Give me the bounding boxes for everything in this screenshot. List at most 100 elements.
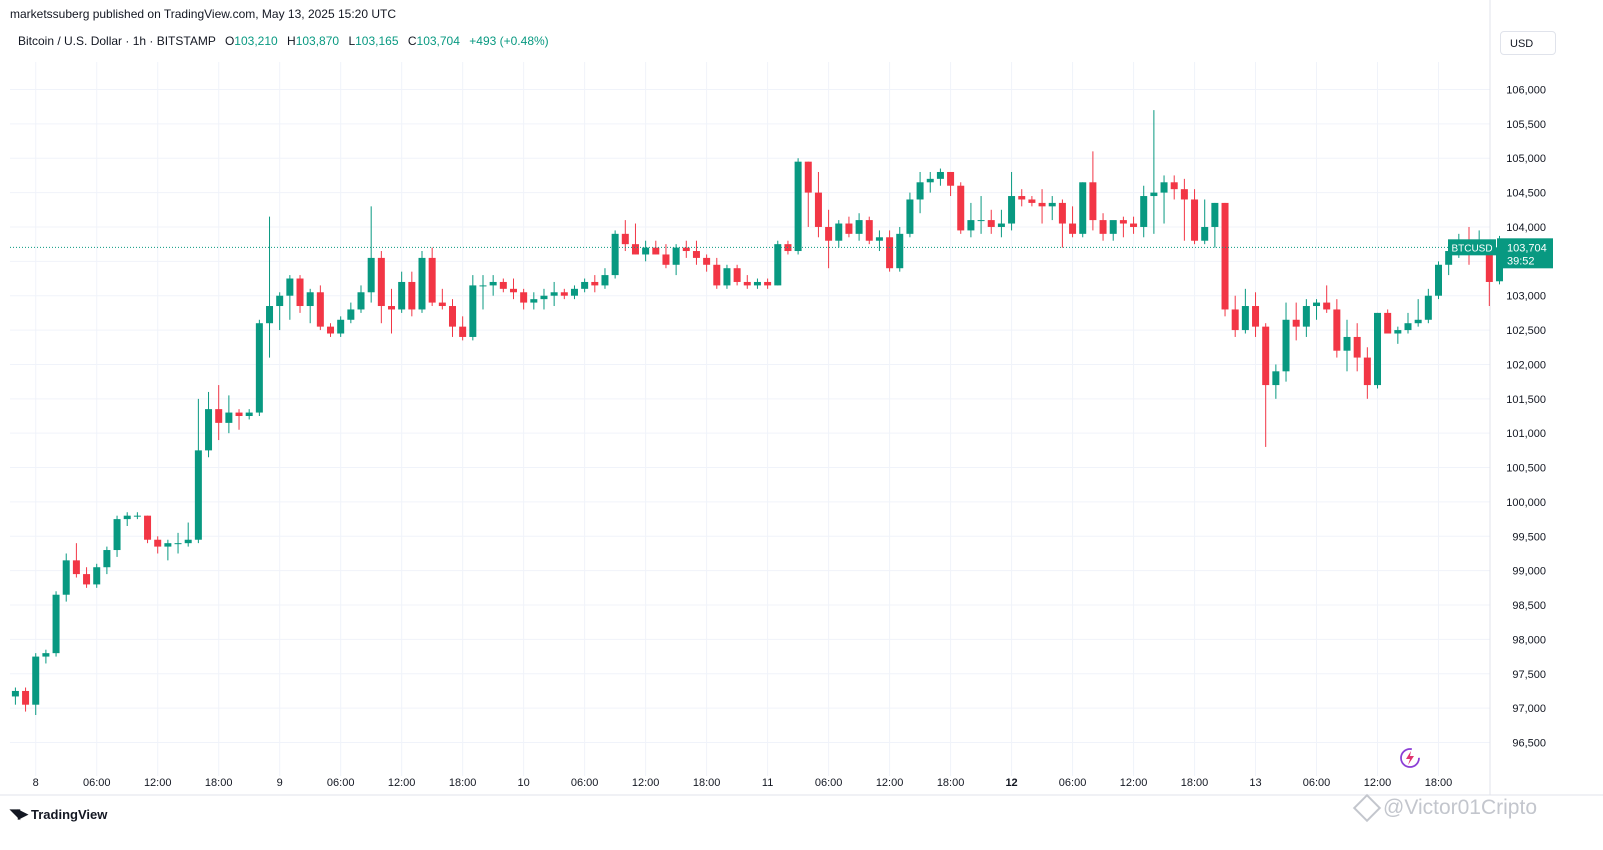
candle-body (886, 237, 894, 269)
candle-body (916, 182, 924, 200)
change-value: +493 (+0.48%) (469, 34, 549, 48)
candle-body (418, 257, 426, 310)
candle-body (72, 560, 80, 575)
y-tick-label: 101,000 (1506, 428, 1546, 440)
x-tick-label: 8 (33, 777, 39, 789)
symbol-title[interactable]: Bitcoin / U.S. Dollar · 1h · BITSTAMP (18, 34, 216, 48)
candle-body (550, 292, 558, 296)
watermark-text: @Victor01Cripto (1383, 796, 1537, 819)
candle-body (1343, 336, 1351, 351)
candle-body (1069, 223, 1077, 234)
candle-body (906, 199, 914, 234)
y-tick-label: 100,500 (1506, 463, 1546, 475)
open-label: O (224, 34, 235, 48)
candle-body (520, 292, 528, 303)
candle-body (1363, 357, 1371, 386)
candle-body (540, 295, 548, 300)
candle-body (1048, 202, 1056, 207)
candle-body (479, 285, 487, 287)
candle-body (215, 409, 223, 423)
candle-body (1424, 295, 1432, 320)
y-tick-label: 99,000 (1512, 566, 1546, 578)
candle-body (144, 515, 152, 540)
candle-body (266, 306, 274, 324)
x-tick-label: 12:00 (1120, 777, 1148, 789)
low-label: L (348, 34, 356, 48)
candle-body (367, 257, 375, 293)
candle-body (957, 185, 965, 231)
x-tick-label: 06:00 (1059, 777, 1087, 789)
candle-body (306, 292, 314, 307)
ticker-tag-text: BTCUSD (1451, 243, 1492, 254)
y-tick-label: 101,500 (1506, 394, 1546, 406)
x-tick-label: 06:00 (327, 777, 355, 789)
y-tick-label: 106,000 (1506, 84, 1546, 96)
candle-body (113, 519, 121, 551)
candle-body (1201, 226, 1209, 241)
candle-body (1302, 306, 1310, 327)
candle-body (357, 292, 365, 310)
candle-body (875, 237, 883, 241)
candle-body (438, 302, 446, 307)
watermark-icon (1352, 793, 1382, 823)
candle-body (1008, 196, 1016, 224)
candle-body (1241, 306, 1249, 331)
candle-body (255, 323, 263, 413)
candle-body (672, 247, 680, 265)
candle-body (1170, 182, 1178, 190)
x-tick-label: 10 (518, 777, 530, 789)
tradingview-logo[interactable]: ◥▶ TradingView (10, 806, 107, 822)
open-value: 103,210 (234, 34, 278, 48)
x-tick-label: 13 (1249, 777, 1261, 789)
x-tick-label: 18:00 (1425, 777, 1453, 789)
candle-body (804, 161, 812, 193)
candle-body (398, 281, 406, 310)
candle-body (123, 515, 131, 520)
y-tick-label: 97,000 (1512, 703, 1546, 715)
y-tick-label: 100,000 (1506, 497, 1546, 509)
candle-body (642, 247, 650, 255)
candle-body (347, 309, 355, 320)
candle-body (814, 192, 822, 227)
candle-body (682, 247, 690, 252)
y-tick-label: 99,500 (1512, 531, 1546, 543)
candle-body (205, 409, 213, 451)
candle-body (845, 223, 853, 234)
candle-body (1323, 302, 1331, 310)
x-tick-label: 18:00 (205, 777, 233, 789)
symbol-legend: Bitcoin / U.S. Dollar · 1h · BITSTAMP O1… (18, 34, 549, 48)
watermark: @Victor01Cripto (1352, 793, 1537, 823)
candle-body (1191, 199, 1199, 241)
candle-body (987, 220, 995, 227)
candle-body (509, 288, 517, 293)
x-tick-label: 18:00 (449, 777, 477, 789)
y-tick-label: 98,000 (1512, 634, 1546, 646)
y-tick-label: 97,500 (1512, 669, 1546, 681)
candle-body (388, 306, 396, 310)
candle-body (62, 560, 70, 595)
candle-body (733, 268, 741, 282)
y-tick-label: 96,500 (1512, 738, 1546, 750)
candle-body (459, 326, 467, 337)
y-tick-label: 104,000 (1506, 222, 1546, 234)
axis-layer: 96,500 97,000 97,500 98,000 98,500 99,000 99,5… (0, 0, 1603, 796)
candle-body (194, 450, 202, 540)
x-tick-label: 06:00 (1303, 777, 1331, 789)
price-tag-text: 103,704 (1507, 242, 1547, 254)
grid-layer (10, 62, 1490, 776)
candle-body (1231, 309, 1239, 331)
x-tick-label: 11 (762, 777, 773, 789)
candle-body (1333, 309, 1341, 351)
candle-body (530, 299, 538, 303)
currency-button[interactable]: USD (1500, 31, 1556, 55)
close-value: 103,704 (416, 34, 460, 48)
lightning-icon[interactable] (1398, 746, 1422, 770)
candle-body (1394, 330, 1402, 334)
candle-body (997, 223, 1005, 227)
countdown-text: 39:52 (1507, 255, 1535, 267)
candle-body (1109, 220, 1117, 234)
candle-body (1353, 336, 1361, 358)
candle-body (52, 594, 60, 654)
candle-body (499, 281, 507, 289)
